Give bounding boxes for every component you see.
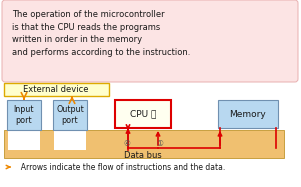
Text: CPU ⓘ: CPU ⓘ [130,110,156,119]
FancyBboxPatch shape [4,83,109,96]
Text: Input
port: Input port [14,105,34,125]
FancyBboxPatch shape [115,100,171,128]
FancyBboxPatch shape [2,0,298,82]
FancyBboxPatch shape [53,100,87,130]
Text: Memory: Memory [230,110,266,119]
Text: Arrows indicate the flow of instructions and the data.: Arrows indicate the flow of instructions… [16,163,225,171]
Text: Data bus: Data bus [124,151,162,160]
Text: The operation of the microcontroller
is that the CPU reads the programs
written : The operation of the microcontroller is … [12,10,190,56]
Text: External device: External device [23,85,89,94]
Bar [8,130,40,150]
FancyBboxPatch shape [218,100,278,128]
Text: Output
port: Output port [56,105,84,125]
FancyBboxPatch shape [7,100,41,130]
Bar [4,130,284,158]
Text: ①: ① [157,139,163,148]
Bar [54,130,86,150]
Text: ④: ④ [124,139,130,148]
